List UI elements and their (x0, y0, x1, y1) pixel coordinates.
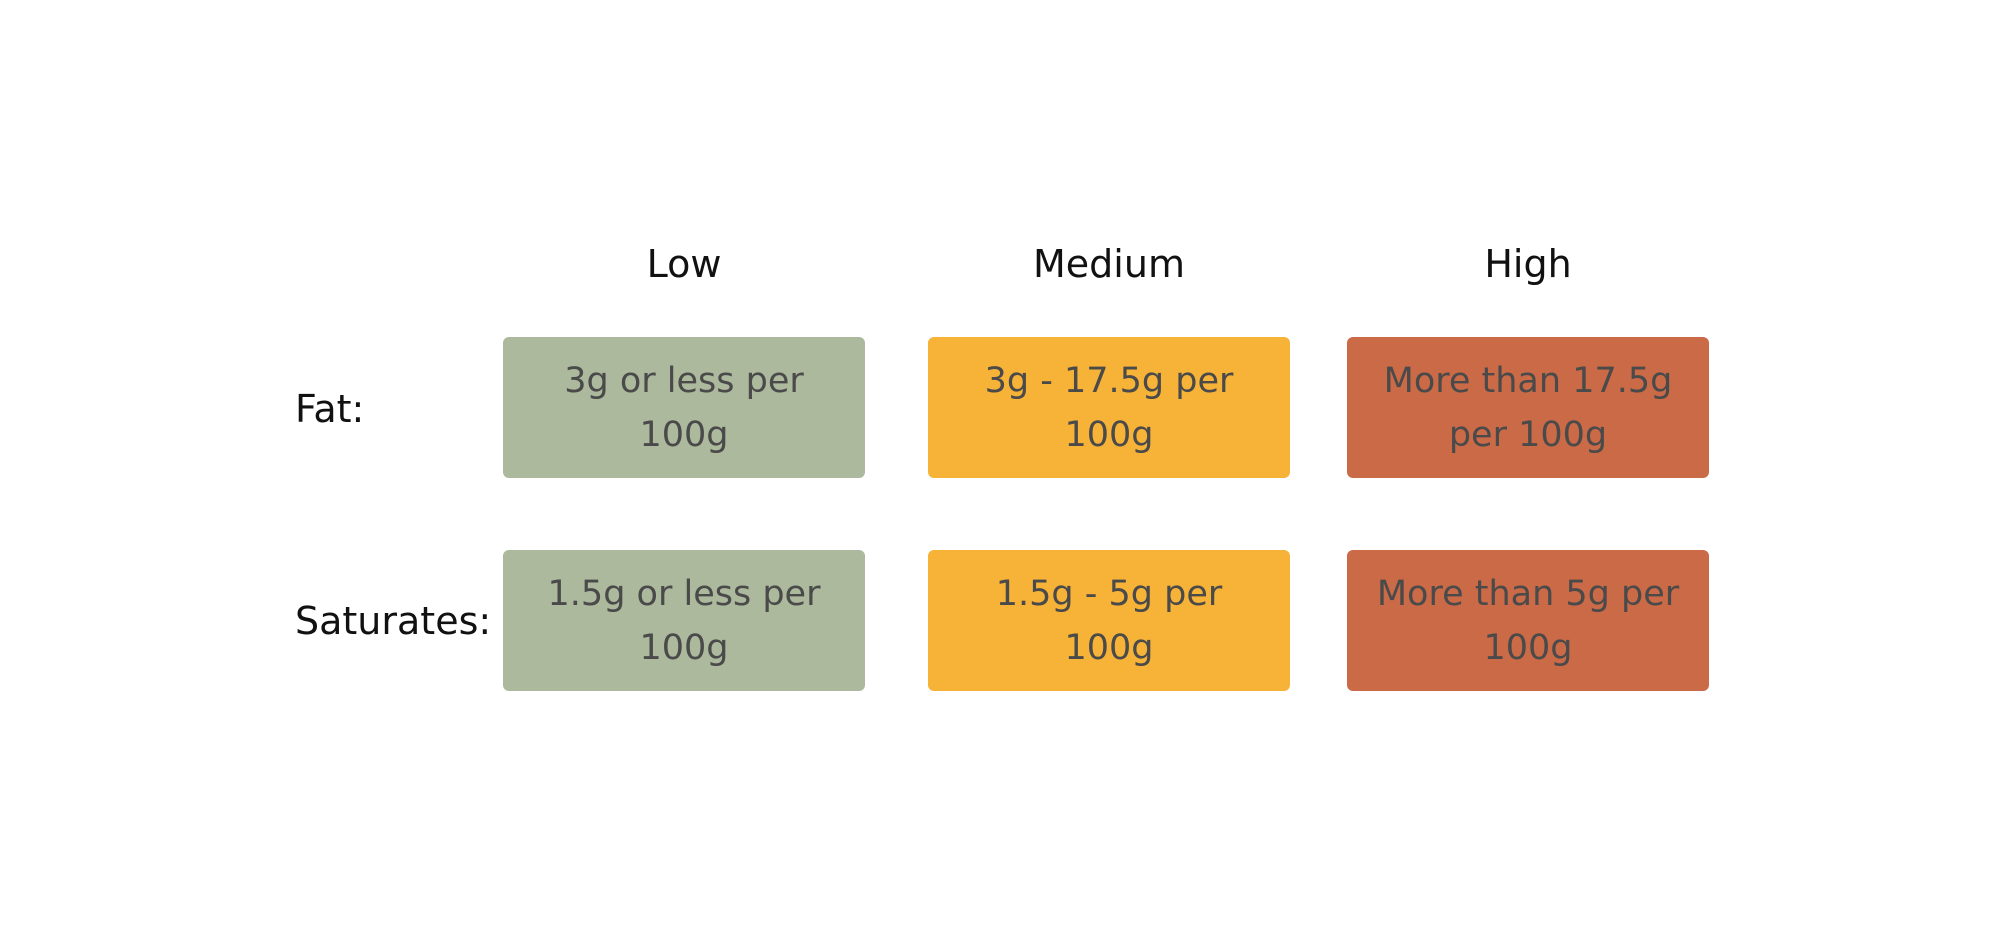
row-label-saturates: Saturates: (295, 599, 492, 643)
fat-medium-text: 3g - 17.5g per 100g (984, 360, 1234, 455)
row-label-fat: Fat: (295, 387, 365, 431)
saturates-high-cell: More than 5g per 100g (1347, 550, 1709, 691)
fat-low-cell: 3g or less per 100g (503, 337, 865, 478)
fat-high-text: More than 17.5g per 100g (1383, 360, 1673, 455)
column-header-high: High (1484, 242, 1572, 286)
column-header-low: Low (646, 242, 722, 286)
fat-low-text: 3g or less per 100g (564, 360, 804, 455)
saturates-medium-cell: 1.5g - 5g per 100g (928, 550, 1290, 691)
saturates-low-text: 1.5g or less per 100g (547, 573, 821, 668)
fat-medium-cell: 3g - 17.5g per 100g (928, 337, 1290, 478)
column-header-medium: Medium (1033, 242, 1185, 286)
saturates-high-text: More than 5g per 100g (1376, 573, 1680, 668)
fat-high-cell: More than 17.5g per 100g (1347, 337, 1709, 478)
saturates-low-cell: 1.5g or less per 100g (503, 550, 865, 691)
saturates-medium-text: 1.5g - 5g per 100g (995, 573, 1223, 668)
